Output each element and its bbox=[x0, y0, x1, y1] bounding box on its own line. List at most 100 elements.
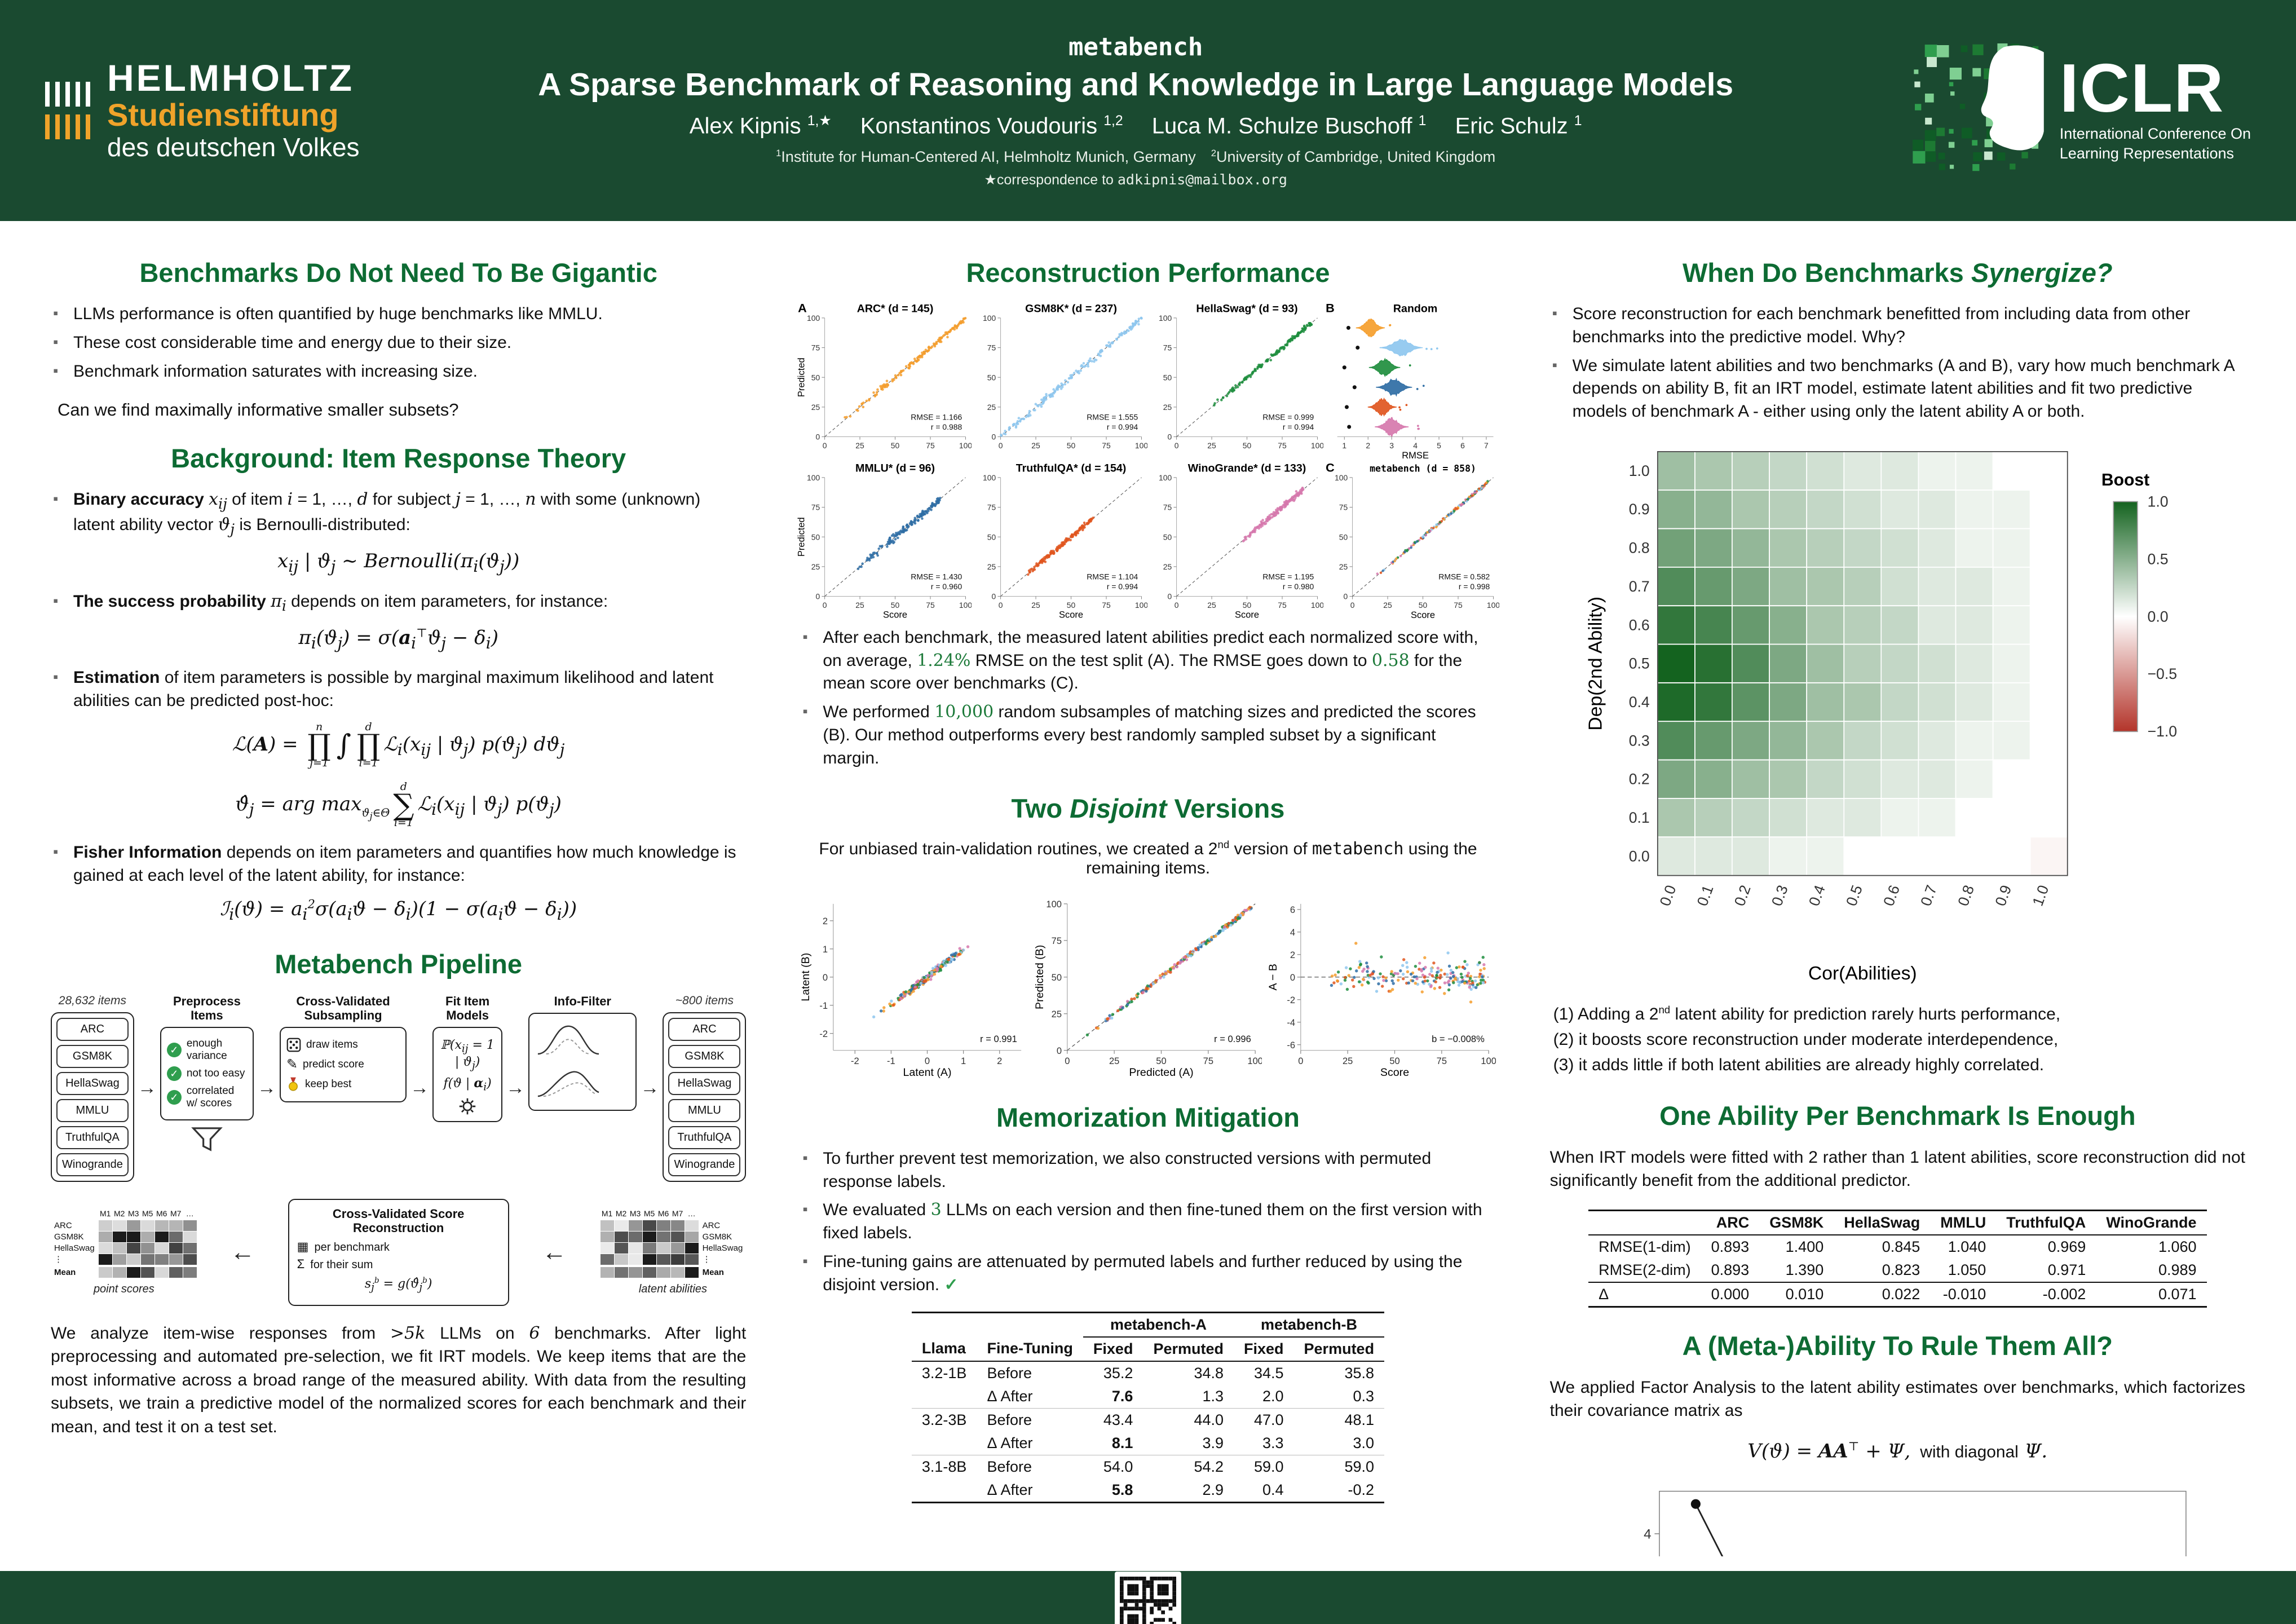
svg-text:50: 50 bbox=[1243, 441, 1252, 450]
svg-text:0.9: 0.9 bbox=[1629, 501, 1650, 518]
table-cell: 59.0 bbox=[1293, 1454, 1385, 1479]
benchmark-stack-input: ARC GSM8K HellaSwag MMLU TruthfulQA Winogrand… bbox=[51, 1012, 134, 1182]
table-cell: 0.4 bbox=[1262, 1481, 1284, 1498]
svg-text:0: 0 bbox=[1168, 433, 1172, 442]
svg-text:50: 50 bbox=[1243, 601, 1252, 610]
svg-text:100: 100 bbox=[959, 601, 972, 610]
svg-text:RMSE = 0.582: RMSE = 0.582 bbox=[1438, 572, 1490, 581]
svg-text:100: 100 bbox=[1046, 899, 1062, 910]
table-cell: 1.400 bbox=[1785, 1238, 1824, 1255]
factor-equation: V(ϑ) = AA⊤ + Ψ, with diagonal Ψ. bbox=[1747, 1439, 2048, 1463]
helmholtz-ticks-icon bbox=[45, 82, 90, 139]
table-row: Δ After 5.8 2.9 0.4 -0.2 bbox=[912, 1479, 1384, 1503]
pencil-icon: ✎ bbox=[286, 1057, 298, 1073]
svg-text:100: 100 bbox=[1247, 1056, 1262, 1066]
svg-text:25: 25 bbox=[1207, 441, 1216, 450]
table-cell: 48.1 bbox=[1293, 1407, 1385, 1432]
table-row: Δ 0.000 0.010 0.022 -0.010 -0.002 0.071 bbox=[1588, 1281, 2207, 1307]
svg-text:50: 50 bbox=[1419, 601, 1428, 610]
chart-arc: 0 25 50 75 100 0 25 50 75 100 RMSE = 1.166 r = 0.98… bbox=[797, 303, 972, 461]
svg-text:2: 2 bbox=[1366, 441, 1370, 450]
figure-scree: 12345601234# FactorsEigenvalue bbox=[1550, 1475, 2245, 1556]
svg-text:25: 25 bbox=[1109, 1056, 1119, 1066]
table-cell: 0.071 bbox=[2096, 1281, 2207, 1307]
svg-text:0: 0 bbox=[816, 433, 820, 442]
reconstruction-bullets: After each benchmark, the measured laten… bbox=[800, 626, 1495, 770]
table-cell: -0.2 bbox=[1348, 1481, 1375, 1498]
table-cell: 0.969 bbox=[2047, 1238, 2086, 1255]
svg-text:2: 2 bbox=[1290, 950, 1295, 960]
svg-text:100: 100 bbox=[983, 314, 996, 323]
svg-text:5: 5 bbox=[1437, 441, 1441, 450]
svg-text:r = 0.994: r = 0.994 bbox=[1107, 582, 1138, 591]
svg-text:0: 0 bbox=[992, 433, 996, 442]
header-band: HELMHOLTZ Studienstiftung des deutschen … bbox=[0, 0, 2296, 221]
svg-text:100: 100 bbox=[983, 473, 996, 482]
svg-text:25: 25 bbox=[1031, 441, 1040, 450]
table-cell: 0.893 bbox=[1711, 1261, 1750, 1278]
svg-text:50: 50 bbox=[811, 532, 820, 541]
svg-text:Score: Score bbox=[1059, 610, 1083, 620]
svg-text:Predicted (B): Predicted (B) bbox=[1034, 945, 1046, 1009]
table-cell: Δ bbox=[1588, 1281, 1701, 1307]
latent-abilities-grid: M1 M2 M3 M5 M6 M7… ARC GSM8K HellaSwag ⋮ Mean laten… bbox=[599, 1209, 747, 1296]
svg-text:r = 0.996: r = 0.996 bbox=[1214, 1034, 1251, 1044]
latent-canvas: -2 -1 0 1 2 -2 -1 0 1 2 r = 0.991 Latent (A) Latent … bbox=[800, 903, 1022, 1079]
svg-text:0.1: 0.1 bbox=[1629, 809, 1650, 826]
correspondence-email[interactable]: ★correspondence to adkipnis@mailbox.org bbox=[984, 171, 1287, 188]
pipeline-preprocess: Preprocess Items ✓ enough variance ✓ not t… bbox=[160, 994, 254, 1154]
table-cell: 0.893 bbox=[1711, 1238, 1750, 1255]
svg-text:0.0: 0.0 bbox=[1629, 848, 1650, 864]
svg-text:Predicted (A): Predicted (A) bbox=[1129, 1066, 1193, 1079]
bullet-item: After each benchmark, the measured laten… bbox=[802, 626, 1495, 695]
svg-text:0.5: 0.5 bbox=[1843, 883, 1866, 908]
table-cell: 35.2 bbox=[1103, 1364, 1133, 1382]
table-cell: RMSE(2-dim) bbox=[1599, 1261, 1691, 1278]
equation: ℒ(A) = n ∏ j=1 ∫ d ∏ i=1 ℒi(xij | ϑj) p(ϑj) dϑj bbox=[232, 720, 565, 769]
table-cell: 47.0 bbox=[1234, 1407, 1294, 1432]
svg-text:50: 50 bbox=[1067, 441, 1076, 450]
svg-text:0.5: 0.5 bbox=[1629, 655, 1650, 672]
iclr-face-canvas bbox=[1912, 43, 2044, 171]
heading-one-ability: One Ability Per Benchmark Is Enough bbox=[1659, 1100, 2136, 1131]
output-count: ~800 items bbox=[675, 994, 734, 1007]
heading-meta-ability: A (Meta-)Ability To Rule Them All? bbox=[1682, 1330, 2113, 1361]
svg-text:0: 0 bbox=[999, 441, 1003, 450]
table-cell: 8.1 bbox=[1111, 1434, 1133, 1451]
pipeline-fit: Fit Item Models ℙ(xij = 1 | ϑj) f(ϑ | αi… bbox=[432, 994, 503, 1123]
benchmark-item: TruthfulQA bbox=[668, 1126, 741, 1149]
svg-text:6: 6 bbox=[1290, 904, 1295, 915]
column-left: Benchmarks Do Not Need To Be Gigantic LL… bbox=[51, 227, 747, 1556]
pipeline-paragraph: We analyze item-wise responses from >5k … bbox=[51, 1323, 747, 1436]
table-row: 3.2-1B Before 35.2 34.8 34.5 35.8 bbox=[912, 1361, 1384, 1385]
table-cell: 0.823 bbox=[1882, 1261, 1920, 1278]
qr-code[interactable] bbox=[1115, 1572, 1181, 1624]
info-curve-icon bbox=[537, 1025, 599, 1055]
iclr-face-icon bbox=[1912, 43, 2045, 178]
svg-text:-1: -1 bbox=[887, 1056, 895, 1066]
svg-text:0: 0 bbox=[823, 441, 827, 450]
svg-text:75: 75 bbox=[926, 441, 935, 450]
arrow-left-icon: ← bbox=[230, 1238, 255, 1266]
svg-text:0: 0 bbox=[992, 592, 996, 601]
svg-text:50: 50 bbox=[1390, 1056, 1400, 1066]
heading-pipeline: Metabench Pipeline bbox=[275, 948, 523, 979]
svg-text:0.8: 0.8 bbox=[1629, 540, 1650, 557]
check-icon: ✓ bbox=[166, 1066, 182, 1082]
bullet-item: Fine-tuning gains are attenuated by perm… bbox=[802, 1251, 1495, 1297]
svg-text:25: 25 bbox=[1051, 1008, 1061, 1019]
svg-text:2: 2 bbox=[823, 916, 828, 926]
svg-text:50: 50 bbox=[1051, 972, 1061, 983]
svg-text:A: A bbox=[798, 303, 807, 315]
fit-box: ℙ(xij = 1 | ϑj) f(ϑ | αi) bbox=[432, 1027, 503, 1123]
svg-text:0.0: 0.0 bbox=[1657, 883, 1680, 908]
table-cell: 1.040 bbox=[1948, 1238, 1986, 1255]
pipeline-grid: M1 M2 M3 M5 M6 M7… ARC GSM8K HellaSwag ⋮ Mean bbox=[599, 1209, 747, 1278]
subsampling-title: Cross-Validated Subsampling bbox=[296, 994, 390, 1022]
svg-text:50: 50 bbox=[1163, 373, 1172, 382]
table-cell bbox=[912, 1432, 977, 1455]
svg-text:-6: -6 bbox=[1287, 1039, 1296, 1050]
predicted-canvas: 0 25 50 75 100 0 25 50 75 100 r = 0.996 Predicted (… bbox=[1034, 899, 1262, 1079]
svg-text:Latent (B): Latent (B) bbox=[800, 952, 812, 1001]
